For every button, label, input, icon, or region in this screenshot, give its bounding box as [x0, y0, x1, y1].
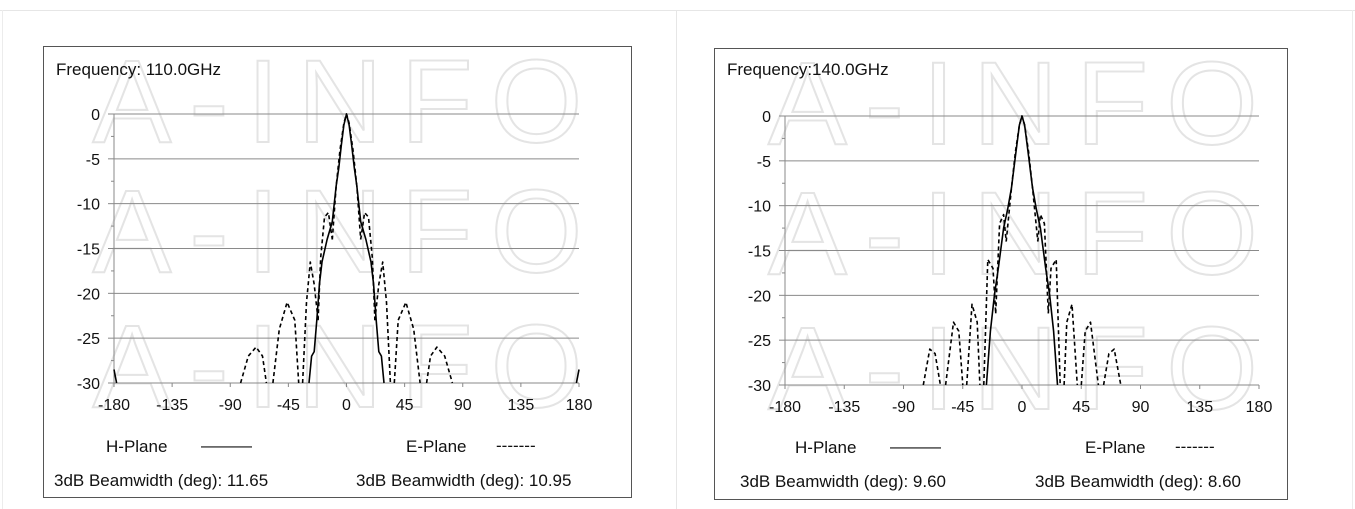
radiation-pattern-panel-140ghz: A-INFO A-INFO A-INFO Frequency:140.0GHz 0 -5-…	[714, 48, 1288, 500]
series-line	[113, 369, 118, 384]
x-tick-label: 135	[1186, 399, 1213, 416]
x-tick-label: 0	[342, 397, 351, 414]
x-tick-label: -135	[156, 397, 188, 414]
y-tick-label: -20	[77, 286, 100, 303]
series-e-plane	[922, 115, 1122, 386]
radiation-pattern-chart-140ghz: A-INFOA-INFOA-INFOFrequency:140.0GHz0-5-…	[727, 49, 1276, 491]
series-line	[1037, 213, 1050, 314]
x-tick-label: 135	[508, 397, 535, 414]
legend-label-e-plane: E-Plane	[1085, 438, 1145, 457]
series-line	[1102, 348, 1122, 386]
y-tick-label: -15	[77, 242, 100, 259]
watermark-text: A-INFO	[768, 168, 1276, 300]
x-tick-label: -180	[98, 397, 130, 414]
series-line	[575, 369, 580, 384]
x-tick-label: -180	[769, 399, 801, 416]
y-tick-label: -15	[748, 244, 771, 261]
beamwidth-h-plane: 3dB Beamwidth (deg): 9.60	[740, 472, 946, 491]
beamwidth-e-plane: 3dB Beamwidth (deg): 8.60	[1035, 472, 1241, 491]
chart-title: Frequency: 110.0GHz	[56, 60, 221, 79]
page-frame-right	[1352, 10, 1353, 509]
x-tick-label: -90	[219, 397, 242, 414]
page-frame-left	[2, 10, 3, 509]
radiation-pattern-panel-110ghz: A-INFO A-INFO A-INFO Frequency: 110.0GHz 0 -5…	[43, 46, 632, 498]
series-line	[331, 113, 362, 240]
watermark-text: A-INFO	[93, 301, 601, 433]
legend-line-e-plane: -------	[496, 436, 536, 455]
watermark-text: A-INFO	[768, 49, 1276, 170]
y-tick-label: -10	[77, 197, 100, 214]
x-tick-label: 0	[1018, 399, 1027, 416]
watermark-text: A-INFO	[768, 303, 1276, 435]
chart-title: Frequency:140.0GHz	[727, 60, 889, 79]
page-frame-top	[0, 10, 1355, 11]
series-line	[301, 261, 319, 384]
x-tick-label: -90	[892, 399, 915, 416]
legend-label-e-plane: E-Plane	[406, 437, 466, 456]
series-line	[1047, 258, 1061, 386]
legend-line-h-plane: ———	[890, 437, 941, 456]
series-line	[359, 211, 376, 321]
series-line	[944, 321, 964, 386]
y-tick-label: -25	[748, 333, 771, 350]
x-tick-label: 45	[396, 397, 414, 414]
x-tick-label: 90	[454, 397, 472, 414]
y-tick-label: -10	[748, 199, 771, 216]
y-tick-label: -25	[77, 331, 100, 348]
series-line	[994, 213, 1007, 314]
x-tick-label: -135	[828, 399, 860, 416]
legend-label-h-plane: H-Plane	[106, 437, 167, 456]
x-tick-label: -45	[951, 399, 974, 416]
y-tick-label: -5	[757, 154, 771, 171]
y-tick-label: 0	[762, 109, 771, 126]
x-tick-label: 180	[1246, 399, 1273, 416]
legend-line-e-plane: -------	[1175, 437, 1215, 456]
x-tick-label: 180	[566, 397, 593, 414]
legend: H-Plane ——— E-Plane -------	[795, 437, 1215, 457]
x-tick-label: -45	[277, 397, 300, 414]
x-tick-label: 90	[1132, 399, 1150, 416]
series-line	[1080, 321, 1100, 386]
y-tick-label: -5	[86, 152, 100, 169]
series-line	[425, 346, 454, 384]
series-line	[393, 301, 421, 384]
page-frame-divider	[676, 10, 677, 509]
beamwidth-h-plane: 3dB Beamwidth (deg): 11.65	[54, 471, 268, 490]
legend-line-h-plane: ———	[201, 436, 252, 455]
y-tick-label: -20	[748, 288, 771, 305]
series-line	[1005, 115, 1039, 242]
series-line	[374, 261, 392, 384]
watermark-text: A-INFO	[93, 166, 601, 298]
y-tick-label: 0	[91, 107, 100, 124]
series-line	[272, 301, 300, 384]
legend: H-Plane ——— E-Plane -------	[106, 436, 536, 456]
x-tick-label: 45	[1072, 399, 1090, 416]
watermark-text: A-INFO	[93, 47, 601, 168]
series-e-plane	[239, 113, 454, 384]
series-line	[239, 346, 268, 384]
y-tick-label: -30	[748, 378, 771, 395]
legend-label-h-plane: H-Plane	[795, 438, 856, 457]
series-line	[922, 348, 942, 386]
y-tick-label: -30	[77, 376, 100, 393]
beamwidth-e-plane: 3dB Beamwidth (deg): 10.95	[356, 471, 571, 490]
series-line	[1063, 303, 1079, 386]
